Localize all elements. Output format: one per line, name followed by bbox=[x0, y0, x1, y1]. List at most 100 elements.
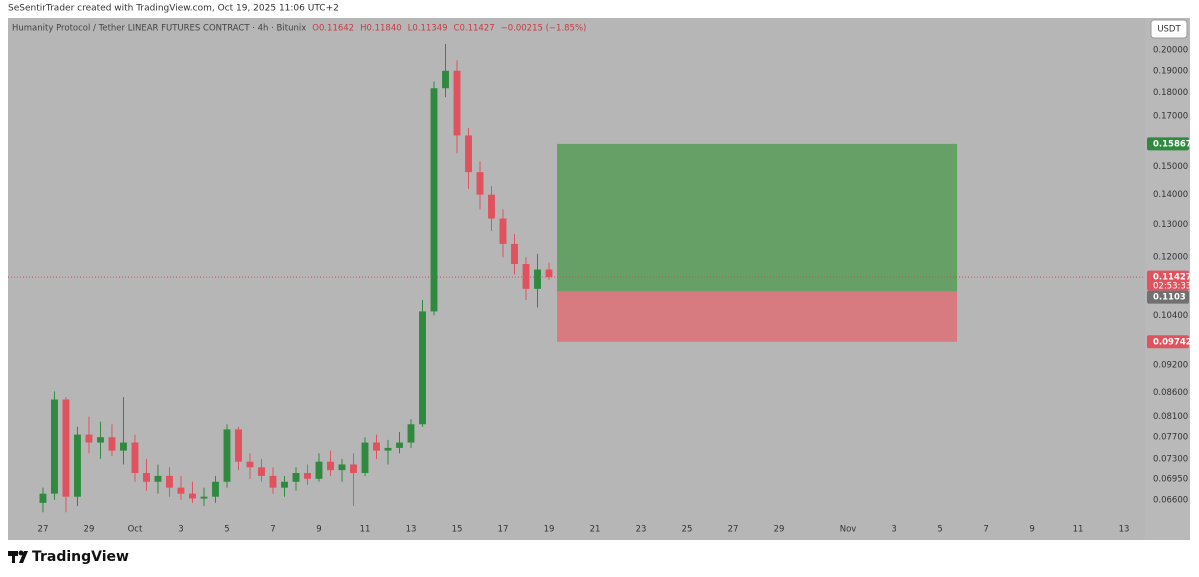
y-tick-label: 0.12000 bbox=[1153, 253, 1188, 263]
candle-body bbox=[396, 442, 403, 448]
x-tick-label: 7 bbox=[983, 525, 988, 535]
x-tick-label: 13 bbox=[1119, 525, 1130, 535]
stop-zone bbox=[557, 291, 958, 342]
candle-body bbox=[534, 269, 541, 289]
y-tick-label: 0.07700 bbox=[1153, 433, 1188, 443]
candle-body bbox=[235, 429, 242, 462]
y-tick-label: 0.20000 bbox=[1153, 45, 1188, 55]
x-tick-label: 11 bbox=[1073, 525, 1084, 535]
legend-item: L0.11349 bbox=[408, 24, 448, 34]
candle-body bbox=[269, 475, 277, 488]
candle-body bbox=[430, 88, 438, 312]
x-tick-label: 15 bbox=[452, 525, 463, 535]
candle-body bbox=[189, 493, 196, 499]
candle-body bbox=[407, 424, 415, 443]
stop-label: 0.09742 bbox=[1153, 337, 1192, 347]
candle-body bbox=[315, 461, 323, 479]
y-tick-label: 0.15000 bbox=[1153, 162, 1188, 172]
candle-body bbox=[419, 311, 426, 425]
y-tick-label: 0.08100 bbox=[1153, 412, 1188, 422]
candle-body bbox=[281, 481, 288, 488]
candle-body bbox=[488, 194, 495, 219]
x-tick-label: 11 bbox=[360, 525, 371, 535]
x-tick-label: 9 bbox=[316, 525, 321, 535]
x-tick-label: 9 bbox=[1029, 525, 1034, 535]
candle-body bbox=[166, 475, 173, 488]
candle-body bbox=[442, 70, 449, 89]
y-tick-label: 0.08600 bbox=[1153, 388, 1188, 398]
candle-body bbox=[212, 481, 219, 497]
logo bbox=[8, 550, 28, 563]
entry-label: 0.1103 bbox=[1153, 293, 1186, 303]
candle-body bbox=[143, 473, 150, 482]
candle-body bbox=[131, 442, 139, 474]
candle-body bbox=[384, 447, 392, 451]
candle-body bbox=[246, 461, 254, 468]
x-tick-label: 27 bbox=[728, 525, 739, 535]
candle-body bbox=[258, 467, 265, 476]
x-tick-label: Oct bbox=[128, 525, 143, 535]
footer: TradingView bbox=[32, 549, 129, 565]
candle-body bbox=[39, 493, 47, 503]
x-tick-label: 29 bbox=[84, 525, 95, 535]
candle-body bbox=[177, 487, 185, 494]
x-tick-label: 3 bbox=[891, 525, 896, 535]
x-tick-label: Nov bbox=[840, 525, 857, 535]
y-tick-label: 0.06950 bbox=[1153, 474, 1188, 484]
x-tick-label: 3 bbox=[178, 525, 183, 535]
x-tick-label: 7 bbox=[270, 525, 275, 535]
currency-box bbox=[1150, 19, 1188, 39]
legend-item: Humanity Protocol / Tether LINEAR FUTURE… bbox=[12, 24, 306, 34]
y-tick-label: 0.10400 bbox=[1153, 311, 1188, 321]
x-tick-label: 13 bbox=[406, 525, 417, 535]
candle-body bbox=[74, 434, 81, 497]
last-price-label: 0.11427 bbox=[1153, 273, 1192, 283]
candle-body bbox=[120, 442, 127, 451]
x-tick-label: 21 bbox=[590, 525, 601, 535]
candle-body bbox=[200, 496, 208, 499]
target-label: 0.15867 bbox=[1153, 139, 1192, 149]
candle-body bbox=[350, 464, 357, 474]
candle-body bbox=[97, 437, 104, 443]
candle-body bbox=[453, 70, 461, 136]
currency: USDT bbox=[1157, 25, 1181, 35]
last-price-label-box bbox=[1147, 270, 1189, 291]
candle-body bbox=[545, 269, 553, 278]
candle-body bbox=[292, 473, 300, 482]
legend-item: O0.11642 bbox=[312, 24, 354, 34]
target-label-box bbox=[1147, 137, 1189, 151]
y-tick-label: 0.18000 bbox=[1153, 88, 1188, 98]
legend-item: −0.00215 (−1.85%) bbox=[501, 24, 587, 34]
y-tick-label: 0.17000 bbox=[1153, 111, 1188, 121]
y-tick-label: 0.13000 bbox=[1153, 220, 1188, 230]
stop-label-box bbox=[1147, 335, 1189, 349]
candle-body bbox=[465, 135, 472, 173]
candle-body bbox=[108, 437, 116, 451]
countdown: 02:53:33 bbox=[1153, 282, 1191, 292]
candle-body bbox=[499, 218, 507, 244]
header: SeSentirTrader created with TradingView.… bbox=[8, 4, 339, 14]
candle-body bbox=[327, 461, 334, 471]
x-tick-label: 25 bbox=[682, 525, 693, 535]
candle-body bbox=[373, 442, 380, 451]
entry-label-box bbox=[1147, 290, 1189, 304]
y-tick-label: 0.19000 bbox=[1153, 66, 1188, 76]
y-tick-label: 0.09200 bbox=[1153, 361, 1188, 371]
y-tick-label: 0.14000 bbox=[1153, 190, 1188, 200]
candle-body bbox=[476, 172, 484, 195]
candle-body bbox=[338, 464, 346, 471]
x-tick-label: 23 bbox=[636, 525, 647, 535]
x-tick-label: 5 bbox=[937, 525, 942, 535]
candle-body bbox=[223, 429, 231, 482]
x-tick-label: 17 bbox=[498, 525, 509, 535]
candle-body bbox=[154, 475, 162, 482]
y-tick-label: 0.06600 bbox=[1153, 495, 1188, 505]
candle-body bbox=[304, 473, 311, 479]
y-tick-label: 0.07300 bbox=[1153, 454, 1188, 464]
candle-body bbox=[62, 399, 70, 497]
candle-body bbox=[511, 243, 518, 265]
candle-body bbox=[51, 399, 58, 494]
legend-item: H0.11840 bbox=[360, 24, 402, 34]
